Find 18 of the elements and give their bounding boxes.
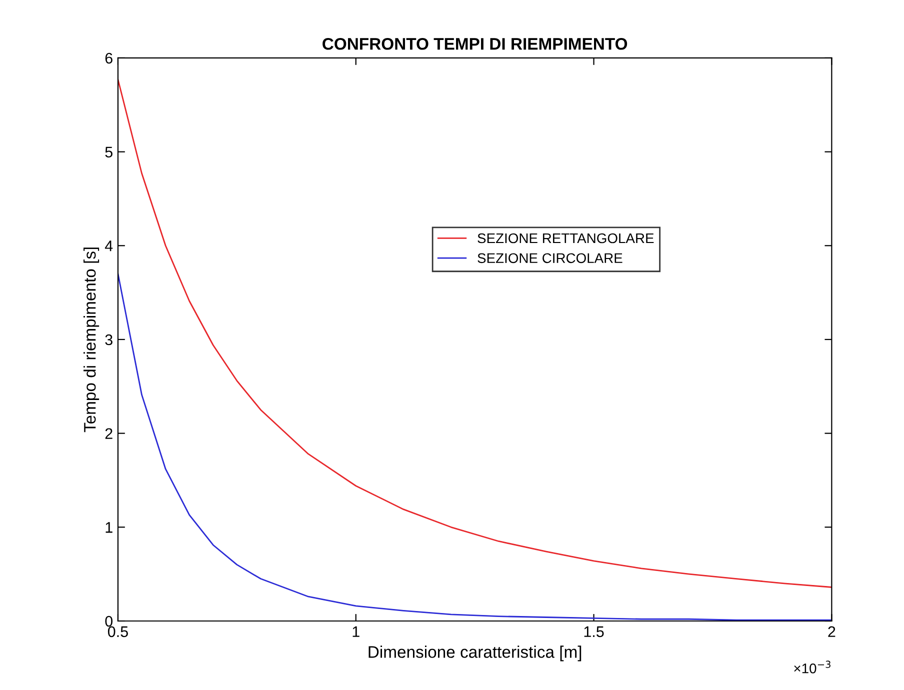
y-tick-label: 4 bbox=[104, 240, 113, 252]
text: ×10$^{−3}$ bbox=[794, 660, 830, 674]
chart-title: CONFRONTO TEMPI DI RIEMPIMENTO bbox=[322, 38, 628, 50]
x-tick-label: 0.5 bbox=[108, 626, 128, 638]
y-tick-label: 1 bbox=[106, 522, 112, 533]
line-series bbox=[118, 78, 832, 588]
y-tick-label: 0 bbox=[105, 616, 113, 627]
x-axis-title: Dimensione caratteristica [m] bbox=[368, 646, 582, 662]
y-tick-label: 2 bbox=[105, 428, 112, 439]
y-axis-title: Tempo di riempimento [s] bbox=[84, 248, 100, 432]
y-tick-label: 6 bbox=[105, 52, 112, 64]
legend-label: SEZIONE RETTANGOLARE bbox=[478, 233, 654, 244]
legend-label: SEZIONE CIRCOLARE bbox=[478, 253, 622, 264]
x-tick-label: 1 bbox=[352, 626, 360, 637]
x-tick-label: 1.5 bbox=[584, 626, 604, 638]
x-tick-label: 2 bbox=[828, 626, 836, 637]
y-tick-label: 5 bbox=[105, 146, 112, 158]
y-tick-label: 3 bbox=[105, 334, 112, 346]
